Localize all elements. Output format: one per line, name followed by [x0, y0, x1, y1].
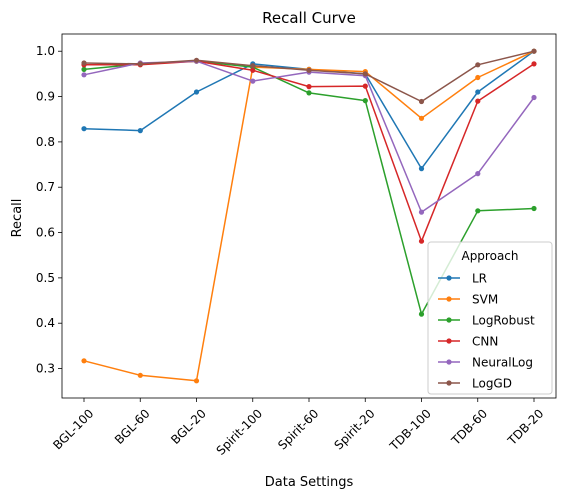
data-point — [531, 205, 537, 212]
legend-label: SVM — [472, 293, 498, 307]
legend-swatch-marker — [446, 317, 452, 323]
legend-title: Approach — [461, 249, 518, 263]
data-point — [81, 126, 87, 132]
y-tick-label: 0.5 — [36, 271, 55, 285]
data-point — [418, 166, 425, 172]
y-tick-label: 0.7 — [36, 180, 55, 194]
data-point — [193, 378, 200, 384]
data-point — [81, 358, 87, 364]
x-tick-label: BGL-100 — [50, 406, 96, 452]
legend-swatch-marker — [446, 338, 452, 344]
data-point — [418, 98, 425, 105]
legend-swatch-marker — [446, 296, 452, 302]
legend-swatch-marker — [446, 380, 452, 386]
data-point — [475, 171, 481, 177]
legend-item: SVM — [438, 293, 498, 307]
legend-label: NeuralLog — [472, 356, 533, 370]
series-group — [81, 48, 537, 384]
data-point — [81, 66, 87, 72]
x-axis-label: Data Settings — [265, 475, 354, 490]
legend-swatch-marker — [446, 275, 452, 281]
data-point — [81, 60, 87, 66]
data-point — [531, 94, 537, 101]
data-point — [418, 311, 425, 317]
data-point — [531, 48, 537, 54]
data-point — [418, 238, 425, 244]
legend-label: LR — [472, 272, 487, 286]
data-point — [250, 63, 256, 69]
legend-item: CNN — [438, 335, 498, 349]
legend-item: LR — [438, 272, 487, 286]
legend-item: NeuralLog — [438, 356, 533, 370]
y-tick-label: 0.6 — [36, 226, 55, 240]
y-tick-label: 0.4 — [36, 316, 55, 330]
legend-box — [427, 241, 553, 395]
x-tick-label: TDB-100 — [386, 406, 433, 453]
data-point — [362, 83, 368, 89]
data-point — [418, 115, 425, 121]
data-point — [137, 61, 143, 67]
data-point — [475, 74, 481, 81]
x-tick-label: BGL-20 — [168, 406, 209, 447]
data-point — [475, 98, 481, 104]
x-tick-label: BGL-60 — [112, 406, 153, 447]
series-line — [83, 60, 535, 213]
y-tick-label: 0.8 — [36, 135, 55, 149]
data-point — [475, 208, 481, 214]
x-tick-label: Spirit-100 — [214, 406, 265, 457]
data-point — [475, 89, 481, 95]
data-point — [362, 71, 368, 77]
y-tick-label: 0.3 — [36, 362, 55, 376]
legend: Approach LR SVM LogRobust CNN NeuralLog LogGD — [427, 241, 553, 395]
series-neurallog — [81, 58, 537, 215]
data-point — [306, 90, 312, 96]
data-point — [306, 67, 312, 73]
y-axis-label: Recall — [10, 199, 25, 238]
chart-title: Recall Curve — [262, 9, 356, 27]
data-point — [362, 98, 368, 104]
legend-item: LogRobust — [438, 314, 535, 328]
series-loggd — [81, 48, 537, 105]
x-tick-label: TDB-20 — [504, 406, 546, 448]
data-point — [137, 128, 143, 134]
data-point — [250, 67, 256, 73]
legend-item: LogGD — [438, 377, 512, 391]
legend-label: CNN — [472, 335, 498, 349]
legend-label: LogRobust — [472, 314, 535, 328]
data-point — [531, 61, 537, 67]
data-point — [250, 78, 256, 84]
x-tick-label: TDB-60 — [448, 406, 490, 448]
plot-frame — [61, 33, 557, 399]
legend-swatch-marker — [446, 359, 452, 365]
data-point — [306, 84, 312, 90]
data-point — [193, 57, 200, 63]
y-tick-label: 1.0 — [36, 44, 55, 58]
data-point — [193, 89, 200, 95]
x-tick-label: Spirit-60 — [275, 406, 321, 452]
x-tick-label: Spirit-20 — [332, 406, 378, 452]
series-cnn — [81, 58, 537, 244]
y-tick-label: 0.9 — [36, 90, 55, 104]
data-point — [137, 372, 143, 378]
data-point — [81, 72, 87, 78]
data-point — [475, 62, 481, 68]
legend-label: LogGD — [472, 377, 512, 391]
data-point — [418, 209, 425, 215]
